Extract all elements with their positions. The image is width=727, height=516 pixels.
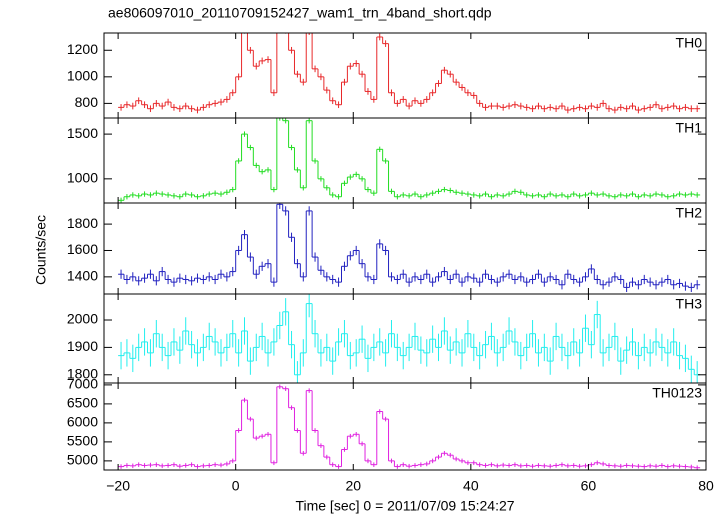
x-tick-label: 40: [463, 478, 479, 494]
y-tick-label: 800: [75, 94, 99, 110]
x-tick-label: 0: [232, 478, 240, 494]
x-tick-label: 20: [345, 478, 361, 494]
panel-frame: [103, 382, 707, 471]
panel-label: TH1: [676, 120, 703, 136]
y-tick-label: 1600: [67, 241, 98, 257]
y-tick-label: 1500: [67, 125, 98, 141]
panel-label: TH3: [676, 296, 703, 312]
x-tick-label: 80: [698, 478, 714, 494]
chart-title: ae806097010_20110709152427_wam1_trn_4ban…: [108, 5, 492, 21]
y-tick-label: 1200: [67, 41, 98, 57]
panel-frame: [103, 293, 707, 384]
y-tick-label: 1000: [67, 170, 98, 186]
panel-frame: [103, 117, 707, 204]
y-tick-label: 7000: [67, 376, 98, 392]
x-tick-label: 60: [581, 478, 597, 494]
y-tick-label: 1000: [67, 68, 98, 84]
panel-label: TH0123: [652, 385, 702, 401]
y-tick-label: 5000: [67, 452, 98, 468]
y-tick-label: 6000: [67, 414, 98, 430]
panel-label: TH2: [676, 205, 703, 221]
panel-label: TH0: [676, 35, 703, 51]
x-axis-label: Time [sec] 0 = 2011/07/09 15:24:27: [295, 498, 514, 514]
y-axis-label: Counts/sec: [33, 215, 49, 285]
y-tick-label: 1800: [67, 215, 98, 231]
y-tick-label: 1900: [67, 338, 98, 354]
y-tick-label: 1800: [67, 365, 98, 381]
y-tick-label: 6500: [67, 395, 98, 411]
y-tick-label: 5500: [67, 433, 98, 449]
y-tick-label: 1400: [67, 268, 98, 284]
panel-frame: [103, 32, 707, 119]
y-tick-label: 2000: [67, 311, 98, 327]
x-tick-label: −20: [106, 478, 130, 494]
